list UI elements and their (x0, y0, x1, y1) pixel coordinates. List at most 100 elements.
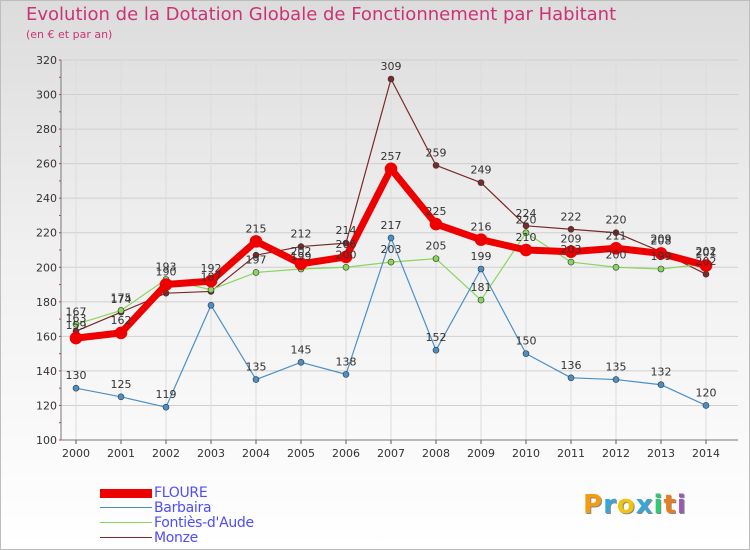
legend-swatch (100, 522, 152, 524)
legend-swatch (100, 507, 152, 509)
x-tick-label: 2013 (647, 447, 675, 460)
data-point-fonti-s-d-aude (612, 263, 620, 271)
data-point-floure (114, 326, 128, 340)
data-point-barbaira (117, 393, 125, 401)
data-point-fonti-s-d-aude (477, 296, 485, 304)
logo-letter: i (653, 490, 664, 520)
data-point-floure (339, 250, 353, 264)
data-label-floure: 225 (426, 205, 447, 218)
data-label-barbaira: 150 (516, 335, 537, 348)
data-point-barbaira (207, 301, 215, 309)
data-label-floure: 162 (111, 314, 132, 327)
data-point-monze (252, 251, 260, 259)
data-label-floure: 211 (606, 229, 627, 242)
data-label-barbaira: 199 (471, 250, 492, 263)
y-tick-label: 180 (36, 296, 57, 309)
data-label-monze: 309 (381, 60, 402, 73)
data-point-monze (612, 229, 620, 237)
data-label-floure: 208 (651, 234, 672, 247)
data-label-barbaira: 120 (696, 386, 717, 399)
data-point-floure (384, 162, 398, 176)
data-label-floure: 202 (291, 245, 312, 258)
y-tick-label: 240 (36, 192, 57, 205)
data-label-floure: 216 (471, 221, 492, 234)
y-tick-label: 100 (36, 434, 57, 447)
data-point-barbaira (297, 358, 305, 366)
legend-label: FLOURE (154, 485, 208, 501)
data-point-barbaira (432, 346, 440, 354)
data-label-fonti-s-d-aude: 205 (426, 240, 447, 253)
x-tick-label: 2002 (152, 447, 180, 460)
data-label-fonti-s-d-aude: 193 (156, 260, 177, 273)
data-point-floure (69, 331, 83, 345)
data-label-floure: 159 (66, 319, 87, 332)
y-tick-label: 280 (36, 123, 57, 136)
data-label-fonti-s-d-aude: 197 (246, 253, 267, 266)
data-label-fonti-s-d-aude: 200 (336, 248, 357, 261)
x-tick-label: 2009 (467, 447, 495, 460)
y-tick-label: 260 (36, 158, 57, 171)
data-label-floure: 206 (336, 238, 357, 251)
data-label-barbaira: 138 (336, 355, 357, 368)
data-label-fonti-s-d-aude: 220 (516, 214, 537, 227)
data-point-barbaira (162, 403, 170, 411)
data-point-monze (522, 222, 530, 230)
data-point-floure (159, 278, 173, 291)
data-point-fonti-s-d-aude (657, 265, 665, 273)
data-point-floure (564, 245, 578, 259)
data-point-monze (297, 243, 305, 250)
logo-letter: x (635, 490, 654, 520)
proxiti-logo: Proxiti (583, 490, 687, 520)
x-tick-label: 2000 (62, 447, 90, 460)
data-point-fonti-s-d-aude (72, 320, 80, 328)
data-point-floure (699, 259, 713, 272)
data-label-monze: 249 (471, 164, 492, 177)
y-tick-label: 160 (36, 330, 57, 343)
data-label-barbaira: 136 (561, 359, 582, 372)
data-point-barbaira (342, 371, 350, 378)
data-point-floure (654, 247, 668, 260)
data-label-fonti-s-d-aude: 167 (66, 305, 87, 318)
data-label-monze: 220 (606, 214, 627, 227)
data-label-monze: 214 (336, 224, 357, 237)
chart-title: Evolution de la Dotation Globale de Fonc… (26, 4, 617, 25)
logo-letter: i (676, 490, 687, 520)
x-tick-label: 2008 (422, 447, 450, 460)
data-point-floure (474, 233, 488, 246)
data-label-monze: 209 (651, 233, 672, 246)
data-label-fonti-s-d-aude: 203 (561, 243, 582, 256)
legend-swatch (100, 488, 152, 498)
logo-letter: o (616, 490, 636, 520)
data-label-barbaira: 125 (111, 378, 132, 391)
data-label-floure: 209 (561, 233, 582, 246)
data-label-floure: 215 (246, 222, 267, 235)
chart-subtitle: (en € et par an) (26, 28, 113, 41)
data-label-fonti-s-d-aude: 199 (651, 250, 672, 263)
data-label-barbaira: 132 (651, 366, 672, 379)
data-label-fonti-s-d-aude: 175 (111, 291, 132, 304)
x-tick-label: 2012 (602, 447, 630, 460)
data-point-monze (567, 225, 575, 233)
data-label-barbaira: 130 (66, 369, 87, 382)
data-label-floure: 257 (381, 150, 402, 163)
data-point-floure (204, 274, 218, 288)
data-point-fonti-s-d-aude (432, 255, 440, 262)
data-point-barbaira (522, 350, 530, 357)
data-label-monze: 202 (696, 255, 717, 268)
data-point-floure (249, 235, 263, 248)
data-point-monze (342, 239, 350, 247)
legend-swatch (100, 537, 152, 539)
x-tick-label: 2010 (512, 447, 540, 460)
data-point-monze (702, 270, 710, 278)
data-point-barbaira (567, 374, 575, 382)
y-tick-label: 120 (36, 399, 57, 412)
data-point-barbaira (387, 234, 395, 242)
x-tick-label: 2006 (332, 447, 360, 460)
data-label-barbaira: 217 (381, 219, 402, 232)
data-label-barbaira: 152 (426, 331, 447, 344)
y-tick-label: 140 (36, 365, 57, 378)
data-point-fonti-s-d-aude (207, 286, 215, 294)
data-point-barbaira (477, 265, 485, 273)
